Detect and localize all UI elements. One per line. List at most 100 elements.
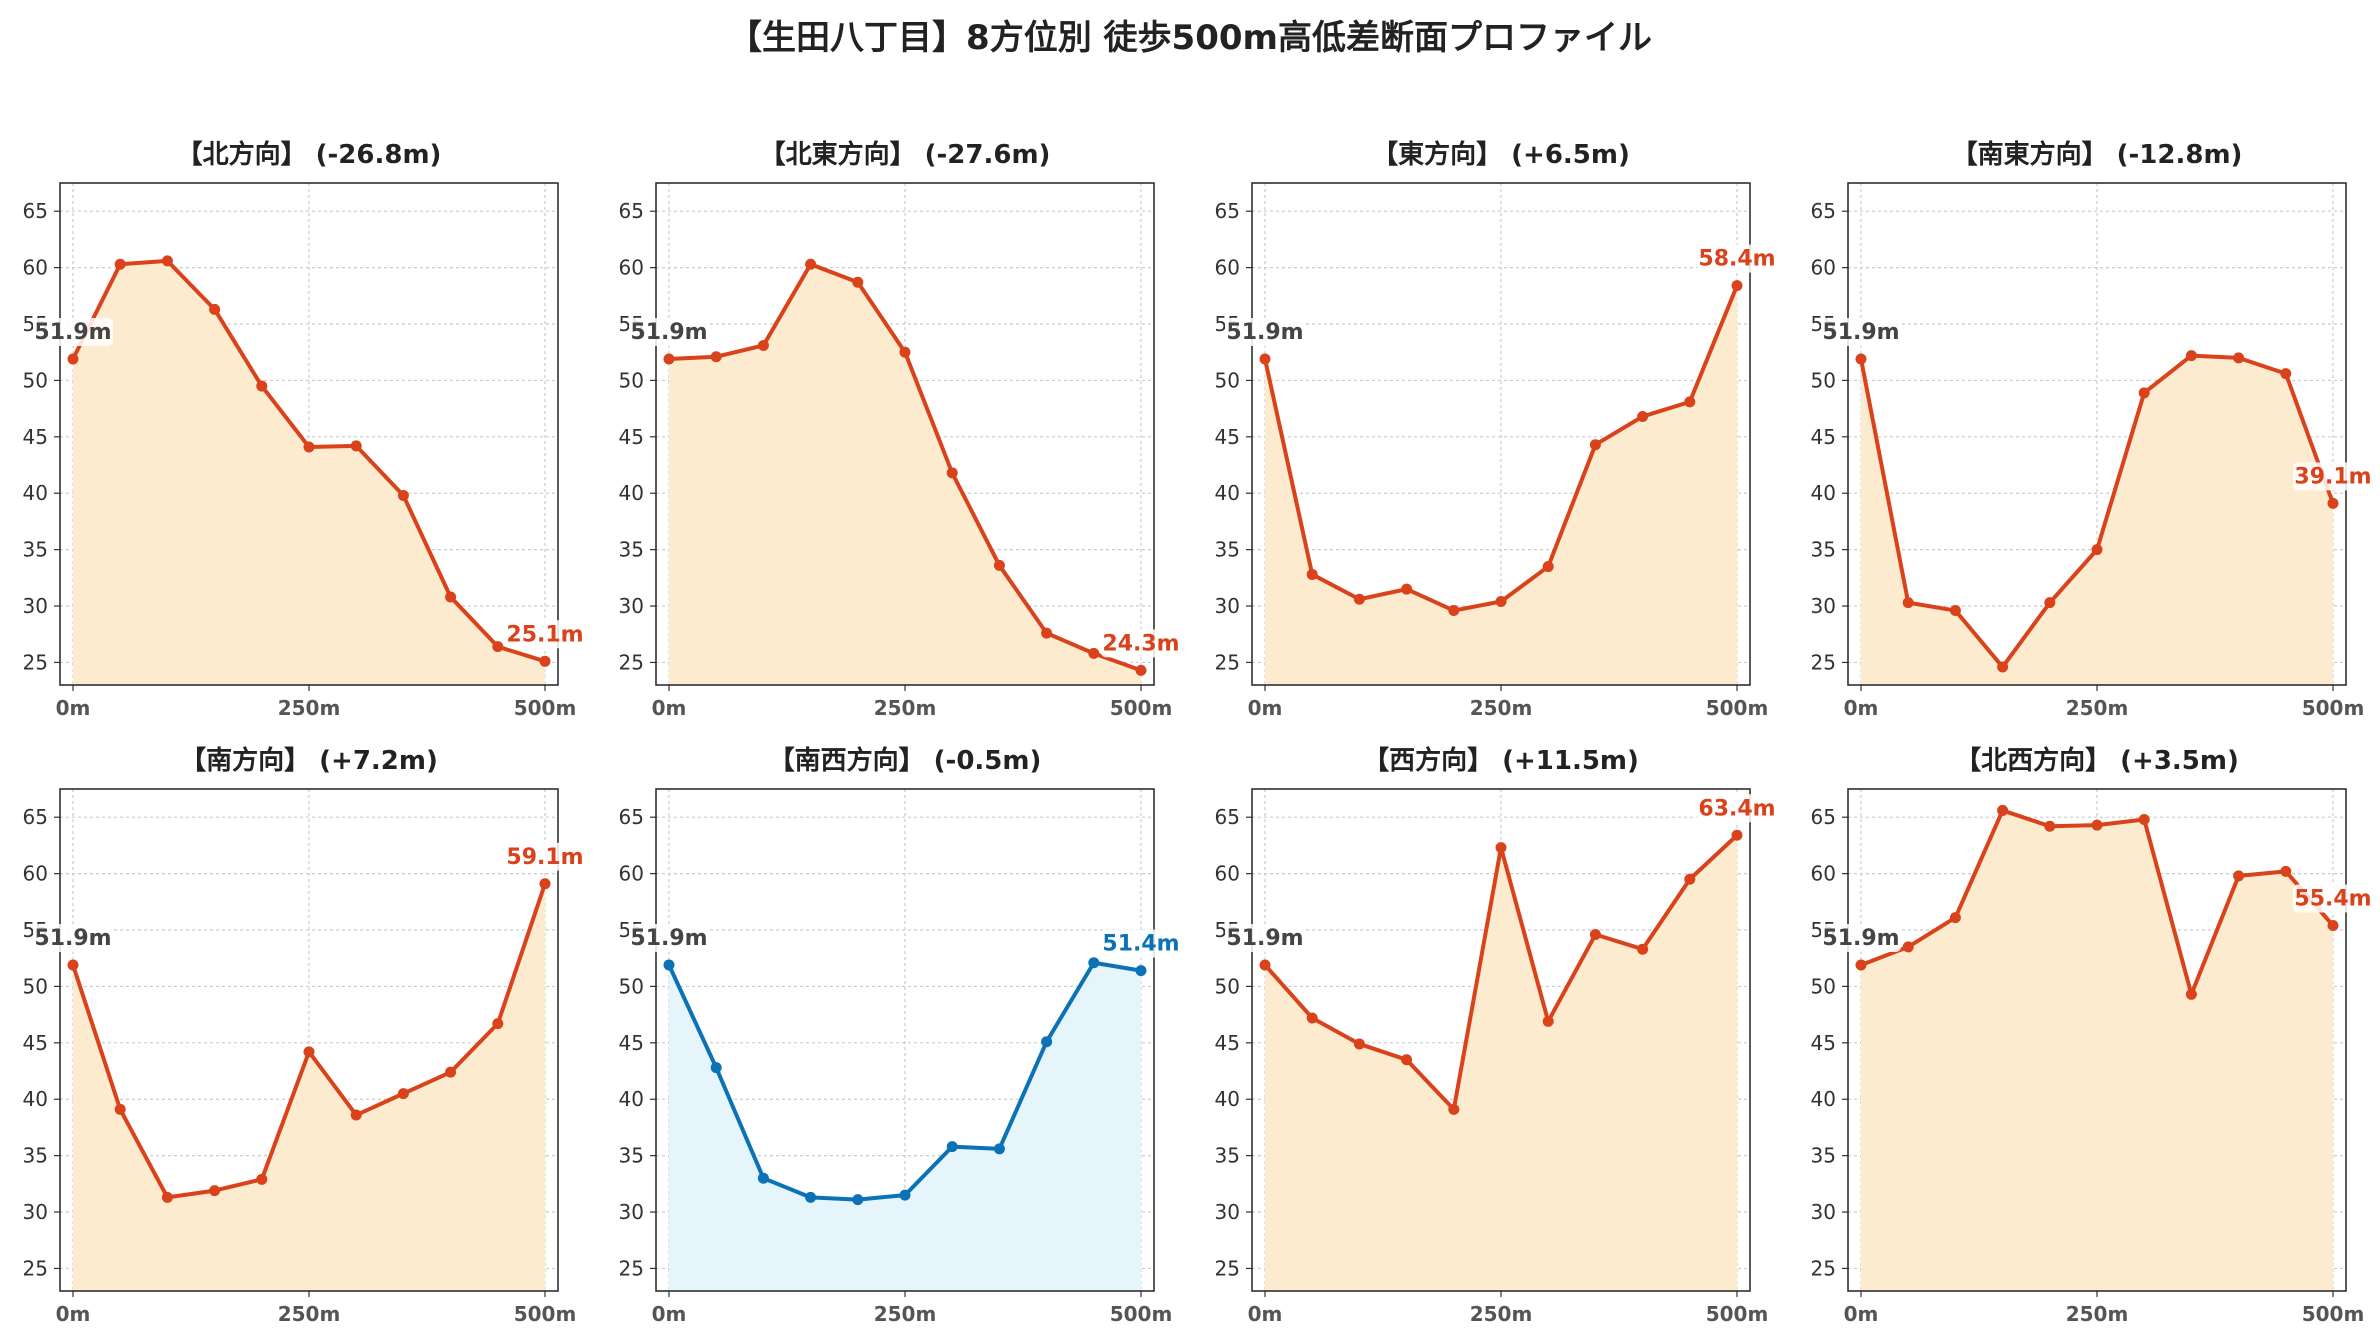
elevation-area [669,962,1141,1291]
x-tick-label: 500m [1706,1302,1769,1326]
profile-panel: 【南西方向】 (-0.5m)2530354045505560650m250m50… [619,745,1181,1326]
data-point [114,258,126,270]
data-point [805,1191,817,1203]
x-tick-label: 500m [1706,696,1769,720]
end-label-bg [505,620,585,649]
data-point [2185,988,2197,1000]
data-point [2138,813,2150,825]
data-point [1902,941,1914,953]
end-elevation-label: 39.1m [2294,464,2371,489]
y-tick-label: 45 [1215,425,1240,449]
y-tick-label: 30 [619,1200,644,1224]
data-point [303,1046,315,1058]
data-point [1949,912,1961,924]
end-label-bg [1697,794,1777,823]
start-elevation-label: 51.9m [34,926,111,951]
data-point [1135,965,1147,977]
end-label-bg [2293,884,2373,913]
x-tick-label: 0m [1248,1302,1283,1326]
panel-title: 【西方向】 (+11.5m) [1363,745,1639,776]
y-tick-label: 30 [1811,1200,1836,1224]
data-point [899,346,911,358]
data-point [350,440,362,452]
data-point [852,1194,864,1206]
plot-frame [1847,788,2347,1292]
data-point [2233,352,2245,364]
start-label-bg [629,923,709,952]
y-tick-label: 40 [1215,481,1240,505]
y-tick-label: 60 [1811,256,1836,280]
data-point [710,351,722,363]
end-elevation-label: 59.1m [506,845,583,870]
x-tick-label: 250m [278,696,341,720]
profile-panel: 【東方向】 (+6.5m)2530354045505560650m250m500… [1215,139,1777,720]
y-tick-label: 40 [1811,1087,1836,1111]
x-tick-label: 0m [652,696,687,720]
y-tick-label: 50 [23,974,48,998]
end-elevation-label: 51.4m [1102,932,1179,957]
start-elevation-label: 51.9m [1822,320,1899,345]
profile-panel: 【北方向】 (-26.8m)2530354045505560650m250m50… [23,139,585,720]
y-tick-label: 65 [1811,805,1836,829]
data-point [350,1109,362,1121]
data-point [1259,959,1271,971]
y-tick-label: 65 [1215,199,1240,223]
y-tick-label: 25 [1811,1256,1836,1280]
y-tick-label: 40 [23,481,48,505]
data-point [899,1189,911,1201]
y-tick-label: 30 [619,594,644,618]
y-tick-label: 35 [1215,1144,1240,1168]
y-tick-label: 35 [1811,1144,1836,1168]
y-tick-label: 40 [619,1087,644,1111]
data-point [2091,819,2103,831]
end-elevation-label: 58.4m [1698,247,1775,272]
panel-title: 【南西方向】 (-0.5m) [769,745,1042,776]
panel-title: 【南東方向】 (-12.8m) [1952,139,2243,170]
elevation-area [73,260,545,685]
y-tick-label: 50 [1811,974,1836,998]
data-point [946,1141,958,1153]
y-tick-label: 45 [619,1031,644,1055]
y-tick-label: 35 [23,1144,48,1168]
start-label-bg [1225,923,1305,952]
plot-frame [1847,182,2347,686]
profile-panel: 【西方向】 (+11.5m)2530354045505560650m250m50… [1215,745,1777,1326]
y-tick-label: 25 [619,650,644,674]
data-point [67,959,79,971]
y-tick-label: 25 [1215,1256,1240,1280]
data-point [1401,1054,1413,1066]
start-elevation-label: 51.9m [630,320,707,345]
data-point [757,339,769,351]
panel-title: 【北西方向】 (+3.5m) [1955,745,2239,776]
end-label-bg [1101,929,1181,958]
elevation-area [1265,285,1737,685]
y-tick-label: 60 [619,862,644,886]
data-point [492,641,504,653]
end-elevation-label: 24.3m [1102,631,1179,656]
y-tick-label: 35 [619,538,644,562]
start-label-bg [33,923,113,952]
y-tick-label: 45 [23,1031,48,1055]
data-point [1731,280,1743,292]
data-point [2091,544,2103,556]
profile-panel: 【南東方向】 (-12.8m)2530354045505560650m250m5… [1811,139,2373,720]
y-tick-label: 40 [1811,481,1836,505]
data-point [1401,583,1413,595]
x-tick-label: 500m [1110,1302,1173,1326]
end-label-bg [2293,462,2373,491]
y-tick-label: 60 [23,256,48,280]
y-tick-label: 45 [1215,1031,1240,1055]
data-point [2280,865,2292,877]
start-label-bg [1821,923,1901,952]
data-point [1306,568,1318,580]
data-point [1542,561,1554,573]
data-point [1902,597,1914,609]
data-point [256,1173,268,1185]
panel-title: 【南方向】 (+7.2m) [180,745,438,776]
end-label-bg [1101,629,1181,658]
data-point [1684,396,1696,408]
plot-frame [655,182,1155,686]
data-point [1855,959,1867,971]
data-point [1448,1103,1460,1115]
y-tick-label: 60 [23,862,48,886]
